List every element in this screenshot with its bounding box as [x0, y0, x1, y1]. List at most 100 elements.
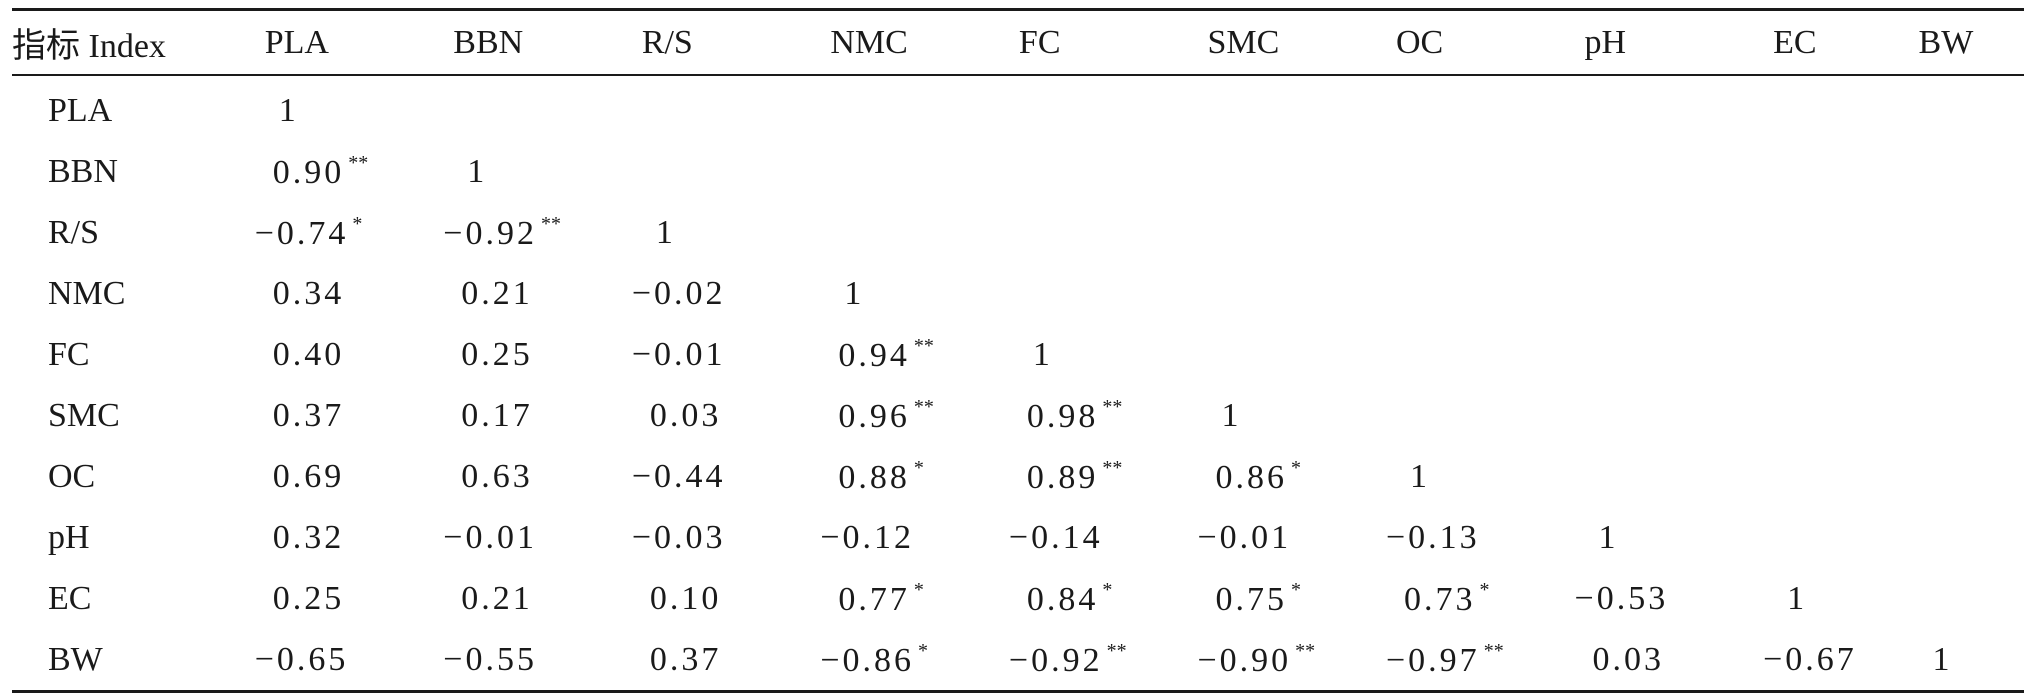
cell-value: −0.90 — [1197, 641, 1292, 679]
row-label: BW — [48, 640, 103, 678]
significance-mark: ** — [913, 334, 934, 357]
table-cell: 1 — [1575, 507, 1764, 568]
table-cell: 1 — [1763, 568, 1908, 629]
row-label: EC — [48, 579, 92, 617]
correlation-table: 指标 Index PLA BBN R/S NMC FC SMC OC pH EC BW PLA 1 BB… — [12, 8, 2024, 693]
cell-value: 0.37 — [272, 396, 345, 434]
table-row: EC 0.25 0.21 0.10 0.77 * 0.84 * 0.75 * 0.73 * −0.53 1 — [12, 568, 2024, 629]
table-cell — [1575, 141, 1764, 202]
table-cell — [1909, 568, 2024, 629]
table-cell: 0.32 — [255, 507, 444, 568]
table-cell: 0.40 — [255, 324, 444, 385]
table-cell — [1009, 141, 1198, 202]
table-cell — [1909, 263, 2024, 324]
table-cell: 0.86 * — [1197, 446, 1386, 507]
table-cell: −0.53 — [1575, 568, 1764, 629]
table-cell: 0.25 — [255, 568, 444, 629]
cell-value: 0.32 — [272, 518, 345, 556]
cell-value: 0.25 — [272, 579, 345, 617]
significance-mark: * — [1290, 456, 1301, 479]
correlation-table-container: 指标 Index PLA BBN R/S NMC FC SMC OC pH EC BW PLA 1 BB… — [12, 8, 2024, 693]
table-cell: 1 — [632, 202, 821, 263]
cell-value: 0.40 — [272, 335, 345, 373]
significance-mark: ** — [1102, 456, 1123, 479]
significance-mark: ** — [1106, 639, 1127, 662]
table-cell — [820, 141, 1009, 202]
table-cell — [1763, 75, 1908, 141]
row-label: SMC — [48, 396, 120, 434]
cell-value: 0.21 — [461, 274, 533, 312]
significance-mark: * — [1102, 578, 1113, 601]
table-cell — [1763, 385, 1908, 446]
cell-value: 1 — [844, 274, 865, 312]
table-cell: −0.86 * — [820, 629, 1009, 692]
table-cell — [1909, 141, 2024, 202]
table-cell — [632, 75, 821, 141]
row-label: PLA — [48, 91, 113, 129]
table-cell: 0.75 * — [1197, 568, 1386, 629]
cell-value: 0.86 — [1215, 458, 1287, 496]
cell-value: 0.25 — [461, 335, 533, 373]
cell-value: 0.75 — [1215, 580, 1287, 618]
table-cell: −0.67 — [1763, 629, 1908, 692]
table-row: BW −0.65 −0.55 0.37 −0.86 * −0.92 ** −0.90 ** −0.9… — [12, 629, 2024, 692]
significance-mark: * — [352, 212, 363, 235]
table-cell: −0.74 * — [255, 202, 444, 263]
header-ec: EC — [1773, 23, 1817, 61]
cell-value: 0.88 — [838, 458, 910, 496]
table-cell: 0.63 — [443, 446, 632, 507]
cell-value: 0.73 — [1404, 580, 1476, 618]
table-cell — [1197, 263, 1386, 324]
significance-mark: ** — [1483, 639, 1504, 662]
table-cell — [1763, 507, 1908, 568]
table-cell — [1909, 446, 2024, 507]
header-fc: FC — [1018, 23, 1061, 61]
cell-value: −0.53 — [1574, 579, 1669, 617]
significance-mark: ** — [1102, 395, 1123, 418]
row-label: FC — [48, 335, 90, 373]
significance-mark: ** — [540, 212, 561, 235]
header-pla: PLA — [264, 23, 329, 61]
table-cell — [1909, 324, 2024, 385]
table-cell — [1386, 202, 1575, 263]
table-row: BBN 0.90 ** 1 — [12, 141, 2024, 202]
table-row: PLA 1 — [12, 75, 2024, 141]
cell-value: 1 — [278, 91, 299, 129]
table-cell — [1575, 202, 1764, 263]
cell-value: 1 — [1932, 640, 1953, 678]
row-label: NMC — [48, 274, 126, 312]
table-cell: 0.17 — [443, 385, 632, 446]
cell-value: 1 — [1598, 518, 1619, 556]
table-cell — [1197, 202, 1386, 263]
cell-value: −0.65 — [254, 640, 349, 678]
table-cell: 0.03 — [1575, 629, 1764, 692]
header-bw: BW — [1918, 23, 1974, 61]
table-cell — [1386, 385, 1575, 446]
cell-value: −0.92 — [1008, 641, 1103, 679]
table-cell: −0.02 — [632, 263, 821, 324]
table-cell: 1 — [1386, 446, 1575, 507]
significance-mark: * — [1290, 578, 1301, 601]
table-cell: −0.44 — [632, 446, 821, 507]
table-cell: −0.92 ** — [1009, 629, 1198, 692]
table-cell — [1009, 202, 1198, 263]
table-body: PLA 1 BBN 0.90 ** 1 R/S −0.74 * −0.92 ** 1 NMC 0.34 0.… — [12, 75, 2024, 692]
table-cell: −0.01 — [632, 324, 821, 385]
cell-value: −0.14 — [1008, 518, 1103, 556]
cell-value: 1 — [1221, 396, 1242, 434]
cell-value: −0.12 — [820, 518, 915, 556]
table-cell — [1575, 446, 1764, 507]
cell-value: −0.02 — [631, 274, 726, 312]
cell-value: 1 — [655, 213, 676, 251]
cell-value: 0.34 — [272, 274, 345, 312]
table-cell — [1909, 385, 2024, 446]
cell-value: −0.55 — [443, 640, 537, 678]
table-cell: 1 — [1197, 385, 1386, 446]
table-cell — [1009, 263, 1198, 324]
table-cell — [1575, 75, 1764, 141]
cell-value: −0.92 — [443, 214, 537, 252]
table-cell — [1009, 75, 1198, 141]
table-cell: −0.90 ** — [1197, 629, 1386, 692]
header-index: 指标 Index — [12, 28, 166, 65]
table-cell — [1386, 263, 1575, 324]
